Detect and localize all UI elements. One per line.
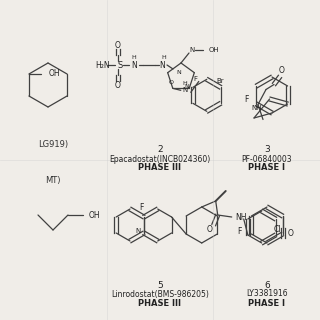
Text: F: F	[140, 203, 144, 212]
Text: O: O	[169, 81, 173, 85]
Text: OH: OH	[209, 47, 220, 53]
Text: O: O	[207, 226, 213, 235]
Text: F: F	[244, 95, 249, 105]
Text: PHASE I: PHASE I	[249, 299, 285, 308]
Text: PHASE III: PHASE III	[139, 164, 181, 172]
Text: 5: 5	[157, 281, 163, 290]
Text: 6: 6	[264, 281, 270, 290]
Text: PHASE III: PHASE III	[139, 299, 181, 308]
Text: PF-06840003: PF-06840003	[242, 155, 292, 164]
Text: S: S	[117, 60, 122, 69]
Text: OH: OH	[49, 69, 60, 78]
Text: H₂N: H₂N	[95, 60, 110, 69]
Text: NH: NH	[251, 106, 261, 111]
Text: N: N	[135, 228, 140, 234]
Text: N: N	[159, 60, 165, 69]
Text: H: H	[161, 55, 166, 60]
Text: Epacadostat(INCB024360): Epacadostat(INCB024360)	[109, 155, 211, 164]
Text: OH: OH	[89, 211, 100, 220]
Text: N: N	[177, 70, 181, 76]
Text: H: H	[183, 81, 188, 86]
Text: N: N	[185, 84, 189, 89]
Text: PHASE I: PHASE I	[249, 164, 285, 172]
Text: Cl: Cl	[274, 225, 281, 234]
Text: 2: 2	[157, 146, 163, 155]
Text: Br: Br	[217, 78, 224, 84]
Text: O: O	[279, 66, 285, 75]
Text: O: O	[288, 228, 293, 237]
Text: MT): MT)	[45, 175, 61, 185]
Text: O: O	[115, 81, 121, 90]
Text: F: F	[193, 76, 197, 82]
Text: Linrodostat(BMS-986205): Linrodostat(BMS-986205)	[111, 290, 209, 299]
Text: N: N	[131, 60, 137, 69]
Text: LG919): LG919)	[38, 140, 68, 149]
Text: O: O	[115, 41, 121, 50]
Text: N: N	[189, 47, 195, 53]
Text: F: F	[237, 228, 242, 236]
Text: 3: 3	[264, 146, 270, 155]
Text: N: N	[183, 87, 188, 93]
Text: H: H	[131, 55, 136, 60]
Text: NH: NH	[236, 212, 247, 221]
Text: LY3381916: LY3381916	[246, 290, 288, 299]
